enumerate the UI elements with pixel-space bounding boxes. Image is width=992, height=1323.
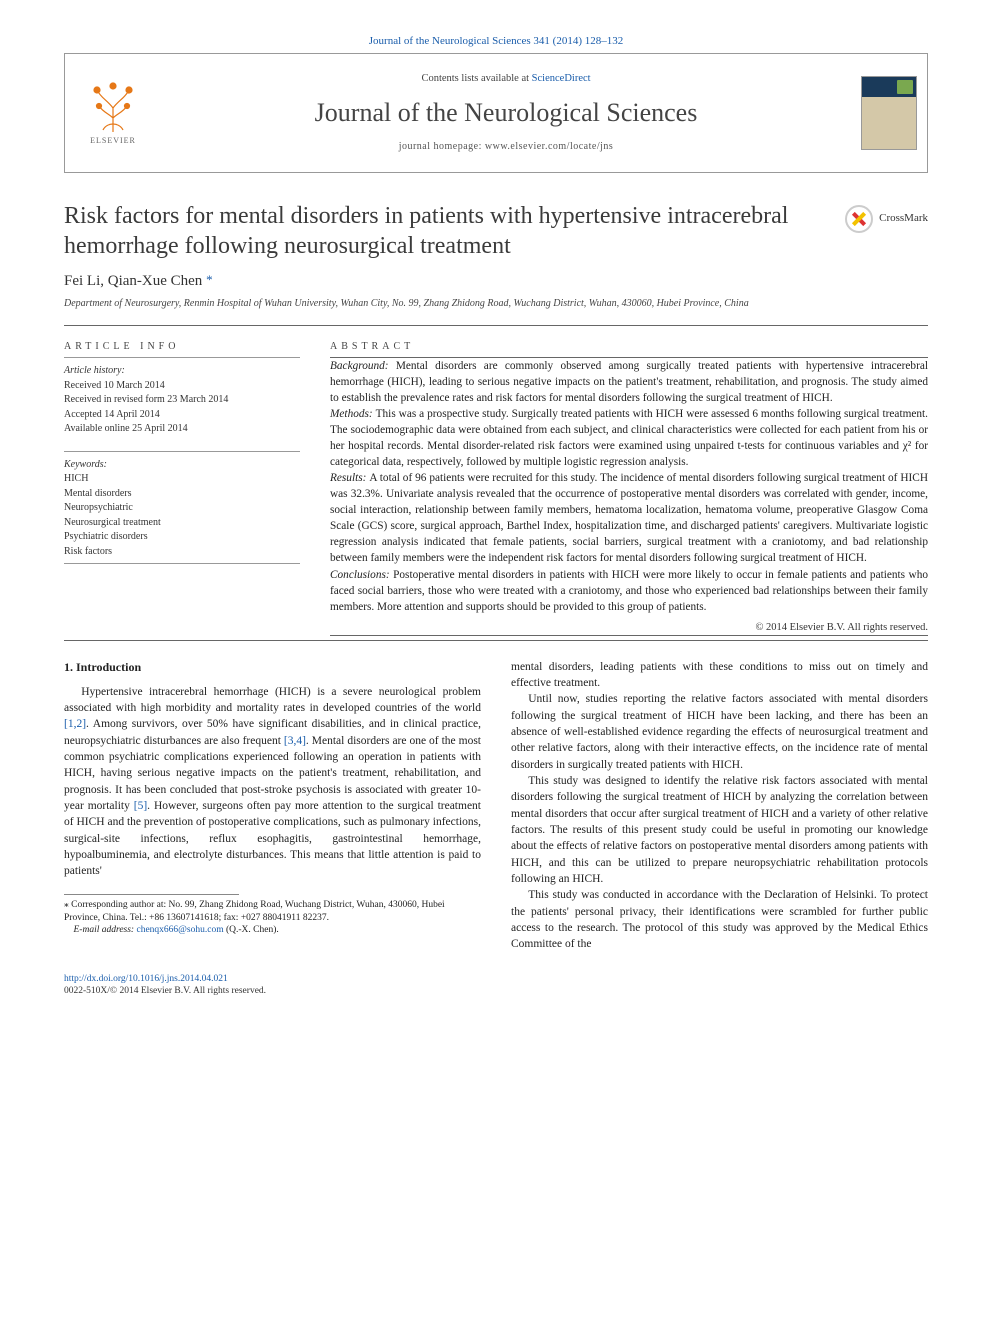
keyword-item: Neuropsychiatric [64,502,133,513]
intro-paragraph: Hypertensive intracerebral hemorrhage (H… [64,684,481,880]
journal-header-center: Contents lists available at ScienceDirec… [161,54,851,172]
abstract-results-head: Results: [330,472,369,484]
abstract-body: Background: Mental disorders are commonl… [330,358,928,615]
abstract-results: A total of 96 patients were recruited fo… [330,472,928,564]
history-online: Available online 25 April 2014 [64,423,188,434]
abstract-conclusions-head: Conclusions: [330,569,393,581]
crossmark-label: CrossMark [879,211,928,226]
journal-name: Journal of the Neurological Sciences [315,95,698,130]
section-divider [64,325,928,326]
abstract-background-head: Background: [330,360,396,372]
page-header-citation: Journal of the Neurological Sciences 341… [64,34,928,49]
article-history: Article history: Received 10 March 2014 … [64,364,300,437]
elsevier-logo: ELSEVIER [74,69,152,157]
journal-homepage-url: www.elsevier.com/locate/jns [485,141,613,152]
keyword-item: Psychiatric disorders [64,531,148,542]
citation-link[interactable]: Journal of the Neurological Sciences 341… [369,35,623,47]
citation-link[interactable]: [5] [134,800,147,812]
corresponding-footnote: ⁎ Corresponding author at: No. 99, Zhang… [64,899,481,937]
abstract-label: ABSTRACT [330,340,928,354]
paper-title: Risk factors for mental disorders in pat… [64,201,829,261]
intro-paragraph: This study was conducted in accordance w… [511,887,928,952]
contents-line: Contents lists available at ScienceDirec… [421,72,590,86]
history-revised: Received in revised form 23 March 2014 [64,394,228,405]
elsevier-tree-icon [87,78,139,134]
keywords-block: Keywords: HICH Mental disorders Neuropsy… [64,458,300,560]
article-info-column: ARTICLE INFO Article history: Received 1… [64,334,300,636]
corresponding-marker-icon: * [206,272,213,287]
authors-line: Fei Li, Qian-Xue Chen * [64,271,928,291]
issn-copyright: 0022-510X/© 2014 Elsevier B.V. All right… [64,986,266,996]
abstract-methods-head: Methods: [330,408,376,420]
keyword-item: Risk factors [64,546,112,557]
abstract-methods: This was a prospective study. Surgically… [330,408,928,468]
history-received: Received 10 March 2014 [64,380,165,391]
history-accepted: Accepted 14 April 2014 [64,409,160,420]
sciencedirect-link[interactable]: ScienceDirect [532,73,591,84]
keywords-label: Keywords: [64,459,107,470]
keyword-item: Neurosurgical treatment [64,517,161,528]
journal-header-box: ELSEVIER Contents lists available at Sci… [64,53,928,173]
affiliation: Department of Neurosurgery, Renmin Hospi… [64,297,928,311]
intro-paragraph: This study was designed to identify the … [511,773,928,887]
crossmark-widget[interactable]: CrossMark [845,201,928,233]
intro-paragraph: mental disorders, leading patients with … [511,659,928,692]
keyword-item: Mental disorders [64,488,132,499]
doi-link[interactable]: http://dx.doi.org/10.1016/j.jns.2014.04.… [64,974,228,984]
publisher-logo-cell: ELSEVIER [65,54,161,172]
crossmark-icon [845,205,873,233]
footnote-divider [64,894,239,895]
journal-cover-cell [851,54,927,172]
history-label: Article history: [64,365,125,376]
journal-homepage: journal homepage: www.elsevier.com/locat… [399,140,614,154]
main-text: 1. Introduction Hypertensive intracerebr… [64,659,928,953]
intro-paragraph: Until now, studies reporting the relativ… [511,691,928,773]
intro-heading: 1. Introduction [64,659,481,676]
email-label: E-mail address: [74,925,137,935]
abstract-copyright: © 2014 Elsevier B.V. All rights reserved… [330,621,928,635]
article-info-label: ARTICLE INFO [64,340,300,354]
abstract-conclusions: Postoperative mental disorders in patien… [330,569,928,613]
citation-link[interactable]: [3,4] [284,735,306,747]
abstract-background: Mental disorders are commonly observed a… [330,360,928,404]
citation-link[interactable]: [1,2] [64,718,86,730]
elsevier-wordmark: ELSEVIER [90,136,136,147]
abstract-column: ABSTRACT Background: Mental disorders ar… [330,334,928,636]
keyword-item: HICH [64,473,88,484]
journal-cover-thumb [861,76,917,150]
email-link[interactable]: chenqx666@sohu.com [136,925,223,935]
page-footer: http://dx.doi.org/10.1016/j.jns.2014.04.… [64,973,928,998]
